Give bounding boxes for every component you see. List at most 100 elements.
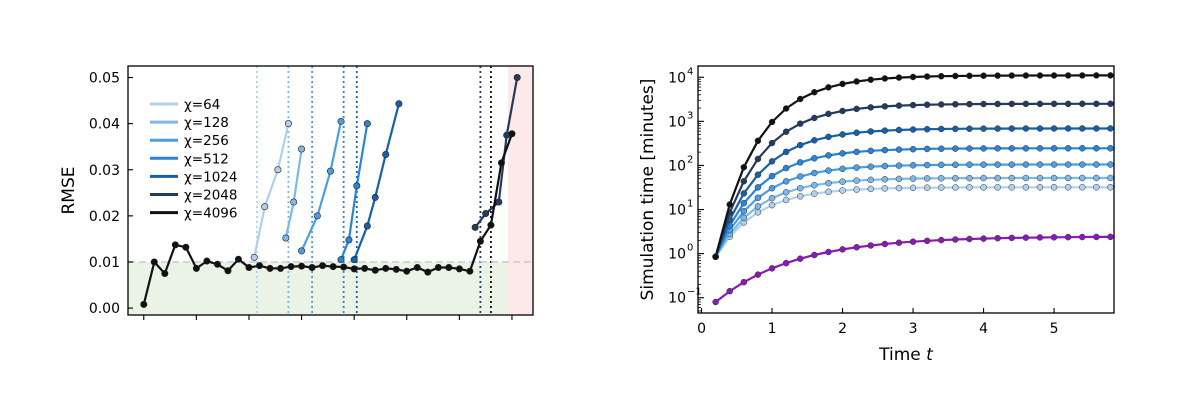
rseries-point-2-27 bbox=[1093, 174, 1100, 182]
rseries-point-1-19 bbox=[980, 184, 987, 191]
series-point-6-26 bbox=[413, 264, 421, 272]
rseries-point-2-14 bbox=[909, 175, 917, 182]
right-x-axis-label-var: t bbox=[926, 345, 934, 365]
rseries-point-4-9 bbox=[839, 150, 846, 157]
rx-tick-label-5: 5 bbox=[1050, 321, 1059, 337]
rseries-point-3-28 bbox=[1107, 161, 1114, 168]
rseries-point-3-27 bbox=[1093, 161, 1100, 168]
series-point-4-1 bbox=[363, 222, 371, 230]
rseries-point-0-6 bbox=[796, 255, 804, 262]
series-point-6-23 bbox=[382, 264, 390, 272]
rseries-point-3-13 bbox=[895, 162, 903, 169]
rseries-point-0-13 bbox=[895, 239, 903, 246]
rseries-point-0-8 bbox=[825, 248, 832, 256]
ry-tick-label-5: 10 bbox=[668, 70, 686, 86]
legend-label-0: χ=64 bbox=[184, 97, 220, 113]
rseries-point-6-24 bbox=[1050, 100, 1058, 108]
left-axis-ticks: 0.00 0.01 0.02 0.03 0.04 0.05 bbox=[89, 71, 513, 320]
left-series-group bbox=[140, 74, 521, 308]
rseries-point-1-11 bbox=[867, 185, 874, 193]
rseries-point-0-1 bbox=[726, 287, 733, 295]
rseries-point-5-3 bbox=[754, 171, 762, 178]
rseries-point-1-21 bbox=[1008, 184, 1016, 191]
rseries-point-7-1 bbox=[726, 201, 733, 208]
series-line-4 bbox=[353, 103, 400, 261]
rseries-point-2-8 bbox=[825, 179, 832, 187]
rseries-point-7-21 bbox=[1008, 72, 1016, 79]
ry-tick-exp-5: 4 bbox=[687, 66, 693, 77]
ry-tick-label-2: 10 bbox=[668, 203, 686, 219]
rseries-point-1-7 bbox=[811, 190, 818, 197]
rseries-point-2-11 bbox=[867, 176, 874, 184]
rseries-point-2-7 bbox=[811, 181, 818, 189]
rseries-point-7-0 bbox=[712, 253, 719, 260]
series-point-6-12 bbox=[266, 264, 274, 272]
rseries-point-6-2 bbox=[740, 178, 748, 185]
rseries-point-5-28 bbox=[1107, 125, 1114, 132]
legend-label-1: χ=128 bbox=[184, 115, 229, 131]
rseries-point-6-3 bbox=[754, 155, 762, 163]
ry-tick-label-4: 10 bbox=[668, 114, 686, 130]
rseries-point-7-28 bbox=[1107, 72, 1114, 79]
rseries-point-4-3 bbox=[754, 184, 762, 191]
rseries-point-3-24 bbox=[1050, 161, 1058, 168]
rseries-point-0-15 bbox=[923, 237, 931, 245]
series-point-6-34 bbox=[497, 159, 505, 167]
rseries-point-1-27 bbox=[1093, 184, 1100, 191]
rseries-point-0-17 bbox=[952, 236, 959, 243]
rseries-point-3-12 bbox=[881, 162, 889, 170]
series-point-6-13 bbox=[277, 264, 285, 272]
rseries-point-2-17 bbox=[952, 174, 959, 182]
rseries-point-5-27 bbox=[1093, 125, 1100, 132]
region-0 bbox=[128, 261, 509, 315]
rseries-point-3-3 bbox=[754, 194, 762, 202]
rseries-point-7-2 bbox=[740, 164, 748, 171]
rseries-point-5-11 bbox=[867, 128, 874, 135]
series-point-6-25 bbox=[403, 267, 411, 275]
rseries-point-6-18 bbox=[966, 100, 973, 108]
rseries-point-1-22 bbox=[1022, 184, 1030, 191]
series-point-6-15 bbox=[298, 262, 306, 270]
rseries-point-7-25 bbox=[1064, 72, 1072, 79]
rseries-point-3-15 bbox=[923, 161, 931, 169]
series-point-6-30 bbox=[455, 265, 463, 273]
rseries-point-0-22 bbox=[1022, 234, 1030, 241]
rseries-point-4-7 bbox=[811, 155, 818, 162]
rseries-point-4-12 bbox=[881, 146, 889, 154]
rseries-point-5-9 bbox=[839, 131, 846, 138]
rseries-point-3-26 bbox=[1079, 161, 1086, 168]
rseries-point-0-18 bbox=[966, 235, 973, 243]
series-point-2-2 bbox=[326, 167, 334, 175]
rseries-point-5-23 bbox=[1036, 125, 1044, 132]
rseries-point-6-28 bbox=[1107, 100, 1114, 108]
rseries-point-7-6 bbox=[796, 95, 804, 103]
series-point-3-1 bbox=[345, 236, 353, 244]
rseries-point-0-3 bbox=[754, 271, 762, 278]
rseries-point-7-23 bbox=[1036, 72, 1044, 79]
rseries-point-3-21 bbox=[1008, 161, 1016, 168]
rseries-point-1-9 bbox=[839, 187, 846, 194]
rseries-point-0-24 bbox=[1050, 234, 1058, 241]
rseries-point-6-25 bbox=[1064, 100, 1072, 108]
rseries-point-0-25 bbox=[1064, 233, 1072, 241]
y-tick-label-0: 0.00 bbox=[89, 301, 120, 317]
series-point-6-21 bbox=[361, 264, 369, 272]
rseries-point-6-19 bbox=[980, 100, 987, 108]
right-x-axis-label-text: Time bbox=[878, 345, 926, 365]
rseries-point-3-19 bbox=[980, 161, 987, 168]
rseries-point-2-22 bbox=[1022, 174, 1030, 182]
ry-tick-label-3: 10 bbox=[668, 158, 686, 174]
rseries-point-4-26 bbox=[1079, 145, 1086, 152]
rseries-point-2-12 bbox=[881, 176, 889, 183]
ry-tick-exp-3: 2 bbox=[687, 154, 693, 165]
series-point-0-3 bbox=[284, 120, 292, 128]
rseries-point-2-10 bbox=[853, 177, 860, 184]
legend-label-4: χ=1024 bbox=[184, 169, 237, 185]
rseries-point-7-4 bbox=[768, 118, 776, 126]
series-point-2-1 bbox=[313, 212, 321, 220]
series-point-2-3 bbox=[337, 117, 345, 125]
series-point-6-35 bbox=[508, 130, 516, 138]
y-tick-label-5: 0.05 bbox=[89, 71, 120, 87]
rseries-point-2-5 bbox=[782, 189, 790, 196]
